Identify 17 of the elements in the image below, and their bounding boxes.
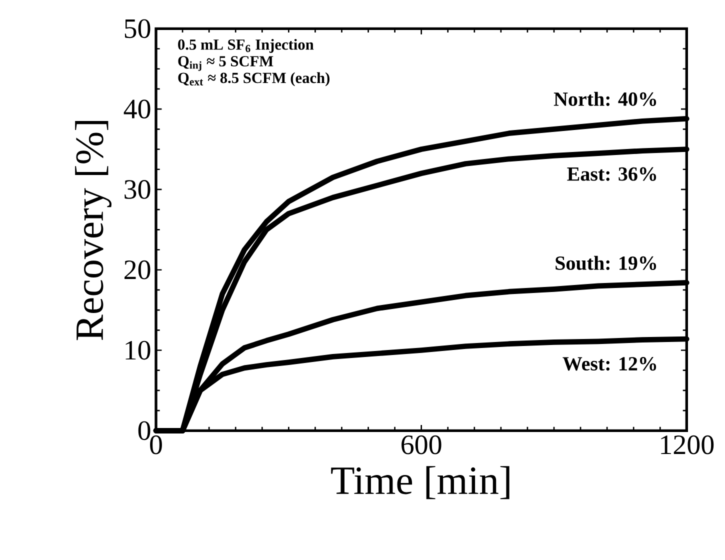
x-tick-label: 600 [402,435,442,454]
legend-label: South: 19% [556,256,656,270]
legend-label: North: 40% [554,92,656,106]
annotation: 0.5 mL SF$_{6}$ Injection [178,38,314,53]
x-tick-label: 1200 [661,435,714,454]
annotation: Q$_{ext}$ ≈ 8.5 SCFM (each) [178,72,330,86]
x-axis-title: Time [min] [331,466,510,500]
y-tick-label: 0 [138,421,150,440]
annotation: Q$_{inj}$ ≈ 5 SCFM [178,56,274,71]
y-tick-label: 30 [124,180,150,199]
y-tick-label: 10 [126,340,150,360]
legend-label: West: 12% [562,357,656,371]
y-tick-label: 20 [124,260,150,280]
legend-label: East: 36% [567,167,656,181]
y-tick-label: 40 [124,100,150,119]
y-tick-label: 50 [124,19,150,38]
y-axis-title: Recovery [%] [75,121,112,340]
